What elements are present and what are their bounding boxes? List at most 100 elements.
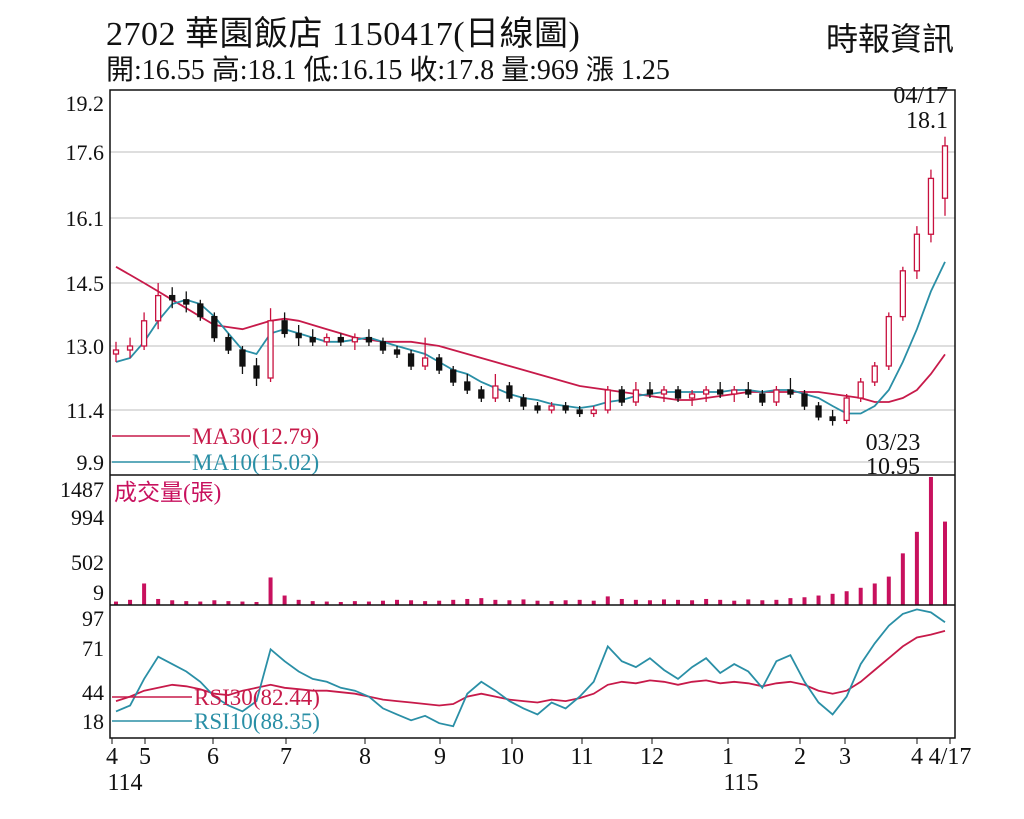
chart-frame <box>109 89 956 739</box>
volume-bar <box>633 599 638 605</box>
x-year-label: 115 <box>723 770 758 796</box>
volume-bar <box>423 601 428 605</box>
volume-bar <box>914 531 919 605</box>
candle-body <box>927 177 935 235</box>
candle-body <box>815 405 822 418</box>
volume-bar <box>718 599 723 605</box>
candle-body <box>267 320 274 379</box>
volume-bar <box>844 591 849 605</box>
price-tick-label: 14.5 <box>66 271 105 296</box>
candle-body <box>183 299 190 305</box>
volume-bar <box>704 598 709 605</box>
annotation-low-value: 10.95 <box>866 454 920 480</box>
candle-body <box>281 320 288 335</box>
volume-bar <box>451 599 456 605</box>
x-month-label: 2 <box>794 744 806 770</box>
volume-bar <box>409 600 414 605</box>
volume-bar <box>521 599 526 605</box>
candle-body <box>393 349 401 355</box>
rsi10-legend-label: RSI10(88.35) <box>194 709 320 734</box>
volume-tick-label: 502 <box>71 550 104 575</box>
volume-bar <box>338 601 343 605</box>
volume-bar <box>268 577 273 605</box>
candle-body <box>787 389 794 395</box>
volume-bar <box>142 583 147 605</box>
rsi-tick-label: 71 <box>82 636 104 661</box>
candle-body <box>857 381 864 399</box>
volume-bar <box>114 601 118 605</box>
volume-bar <box>479 598 484 605</box>
candle-body <box>590 409 597 415</box>
volume-bar <box>788 598 793 605</box>
candle-body <box>211 315 218 339</box>
candle-body <box>660 389 668 395</box>
candle-body <box>801 393 808 407</box>
price-tick-label: 11.4 <box>66 398 104 423</box>
candle-body <box>604 389 611 411</box>
ohlc-summary: 開:16.55 高:18.1 低:16.15 收:17.8 量:969 漲 1.… <box>106 55 670 86</box>
volume-bar <box>198 601 203 605</box>
volume-bar <box>170 600 175 605</box>
volume-bar <box>437 600 442 605</box>
candle-body <box>773 389 780 403</box>
x-month-label: 8 <box>359 744 371 770</box>
x-month-label: 4/17 <box>929 744 972 770</box>
volume-bar <box>465 598 470 605</box>
candle-body <box>506 385 513 399</box>
volume-bar <box>254 601 259 605</box>
candle-body <box>351 336 359 343</box>
price-tick-label: 16.1 <box>66 206 105 231</box>
volume-tick-label: 994 <box>71 505 104 530</box>
x-month-label: 5 <box>139 744 151 770</box>
volume-bar <box>872 583 877 605</box>
volume-bar <box>296 599 301 605</box>
volume-bar <box>928 477 933 605</box>
volume-bar <box>943 521 947 605</box>
candle-body <box>885 315 892 367</box>
volume-bar <box>156 598 161 605</box>
volume-bar <box>647 600 652 605</box>
volume-bar <box>605 596 610 605</box>
candle-body <box>843 397 850 422</box>
candle-body <box>309 336 316 343</box>
ma10-legend-label: MA10(15.02) <box>192 450 319 475</box>
candle-body <box>112 349 120 355</box>
candle-body <box>450 369 457 383</box>
x-month-label: 6 <box>207 744 219 770</box>
x-month-label: 4 <box>106 744 118 770</box>
volume-bar <box>226 601 231 605</box>
candle-body <box>731 389 738 395</box>
volume-bar <box>128 599 133 605</box>
candle-body <box>759 393 766 403</box>
x-month-label: 12 <box>640 744 664 770</box>
candle-body <box>225 336 232 351</box>
candle-body <box>126 345 134 351</box>
candle-body <box>534 405 541 411</box>
candle-body <box>155 294 162 322</box>
rsi-tick-label: 97 <box>82 606 104 631</box>
chart-title: 2702 華園飯店 1150417(日線圖) <box>106 16 581 53</box>
volume-bar <box>366 601 371 605</box>
candle-body <box>717 389 724 395</box>
candle-body <box>492 385 499 399</box>
volume-bar <box>507 600 512 605</box>
volume-bar <box>591 600 596 605</box>
candle-body <box>239 349 246 367</box>
x-month-label: 3 <box>839 744 851 770</box>
price-tick-label: 9.9 <box>77 450 105 475</box>
volume-legend-label: 成交量(張) <box>114 480 221 505</box>
volume-bar <box>886 576 891 605</box>
candle-body <box>421 357 429 367</box>
candle-body <box>140 320 148 347</box>
volume-bar <box>900 553 905 605</box>
candle-body <box>436 357 443 371</box>
volume-bar <box>282 595 287 605</box>
candle-body <box>674 389 682 399</box>
candle-body <box>197 303 204 318</box>
rsi-tick-label: 44 <box>82 680 104 705</box>
volume-bar <box>395 599 400 605</box>
candle-body <box>169 294 176 301</box>
source-label: 時報資訊 <box>825 21 954 57</box>
volume-bar <box>676 599 681 605</box>
